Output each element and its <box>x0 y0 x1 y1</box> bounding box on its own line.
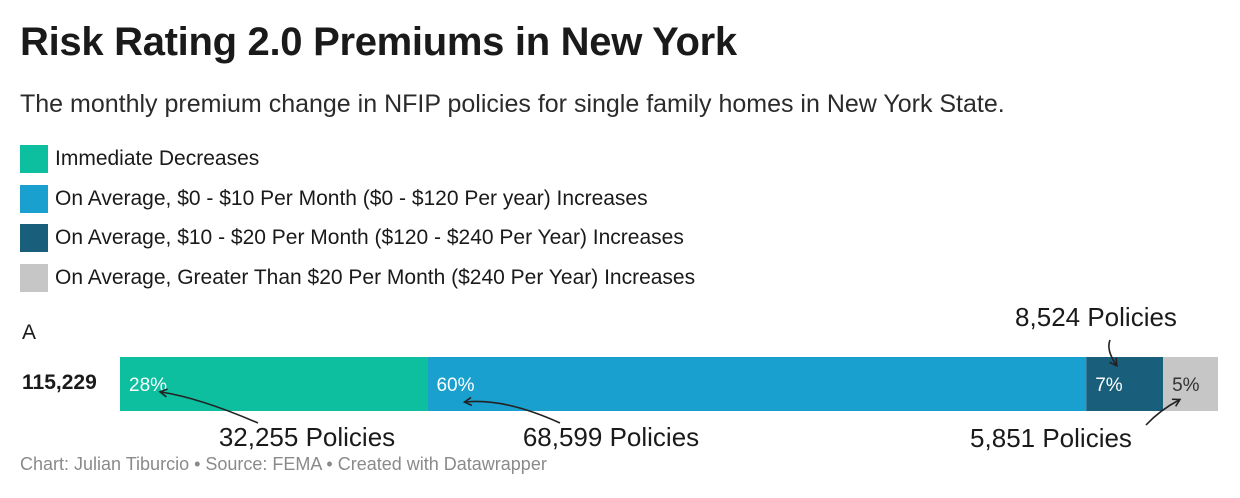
policies-annotation: 5,851 Policies <box>970 423 1132 453</box>
legend-label: Immediate Decreases <box>55 147 260 170</box>
legend-swatch <box>20 145 48 173</box>
chart-footer: Chart: Julian Tiburcio • Source: FEMA • … <box>20 454 547 474</box>
legend-swatch <box>20 224 48 252</box>
legend-label: On Average, $0 - $10 Per Month ($0 - $12… <box>55 186 648 210</box>
chart-subtitle: The monthly premium change in NFIP polic… <box>20 90 1005 118</box>
annotation-arrow <box>1108 339 1118 368</box>
policies-annotation: 8,524 Policies <box>1015 302 1177 332</box>
annotation-arrow <box>158 388 259 424</box>
legend-item-10-20: On Average, $10 - $20 Per Month ($120 - … <box>20 224 695 264</box>
legend-item-decreases: Immediate Decreases <box>20 145 695 185</box>
legend-item-0-10: On Average, $0 - $10 Per Month ($0 - $12… <box>20 184 695 225</box>
legend: Immediate Decreases On Average, $0 - $10… <box>20 145 695 303</box>
row-total-label: 115,229 <box>22 371 97 394</box>
bar-percent-label: 7% <box>1095 375 1123 396</box>
chart-title: Risk Rating 2.0 Premiums in New York <box>20 20 737 64</box>
annotation-arrow <box>462 396 561 424</box>
legend-label: On Average, Greater Than $20 Per Month (… <box>55 265 696 289</box>
annotation-arrow <box>1145 398 1182 426</box>
legend-item-over-20: On Average, Greater Than $20 Per Month (… <box>20 263 696 304</box>
policies-annotation: 68,599 Policies <box>523 422 699 452</box>
policies-annotation: 32,255 Policies <box>219 422 395 452</box>
row-header: A <box>22 321 37 344</box>
bar-segment-2 <box>427 357 1087 411</box>
legend-label: On Average, $10 - $20 Per Month ($120 - … <box>55 226 684 249</box>
bar-percent-label: 60% <box>436 375 474 396</box>
bar-segment-3 <box>1086 357 1164 411</box>
legend-swatch <box>20 263 48 292</box>
bar-percent-label: 5% <box>1172 375 1200 396</box>
bar-percent-label: 28% <box>129 375 167 396</box>
bar-segment-1 <box>120 357 428 411</box>
legend-swatch <box>20 184 48 213</box>
